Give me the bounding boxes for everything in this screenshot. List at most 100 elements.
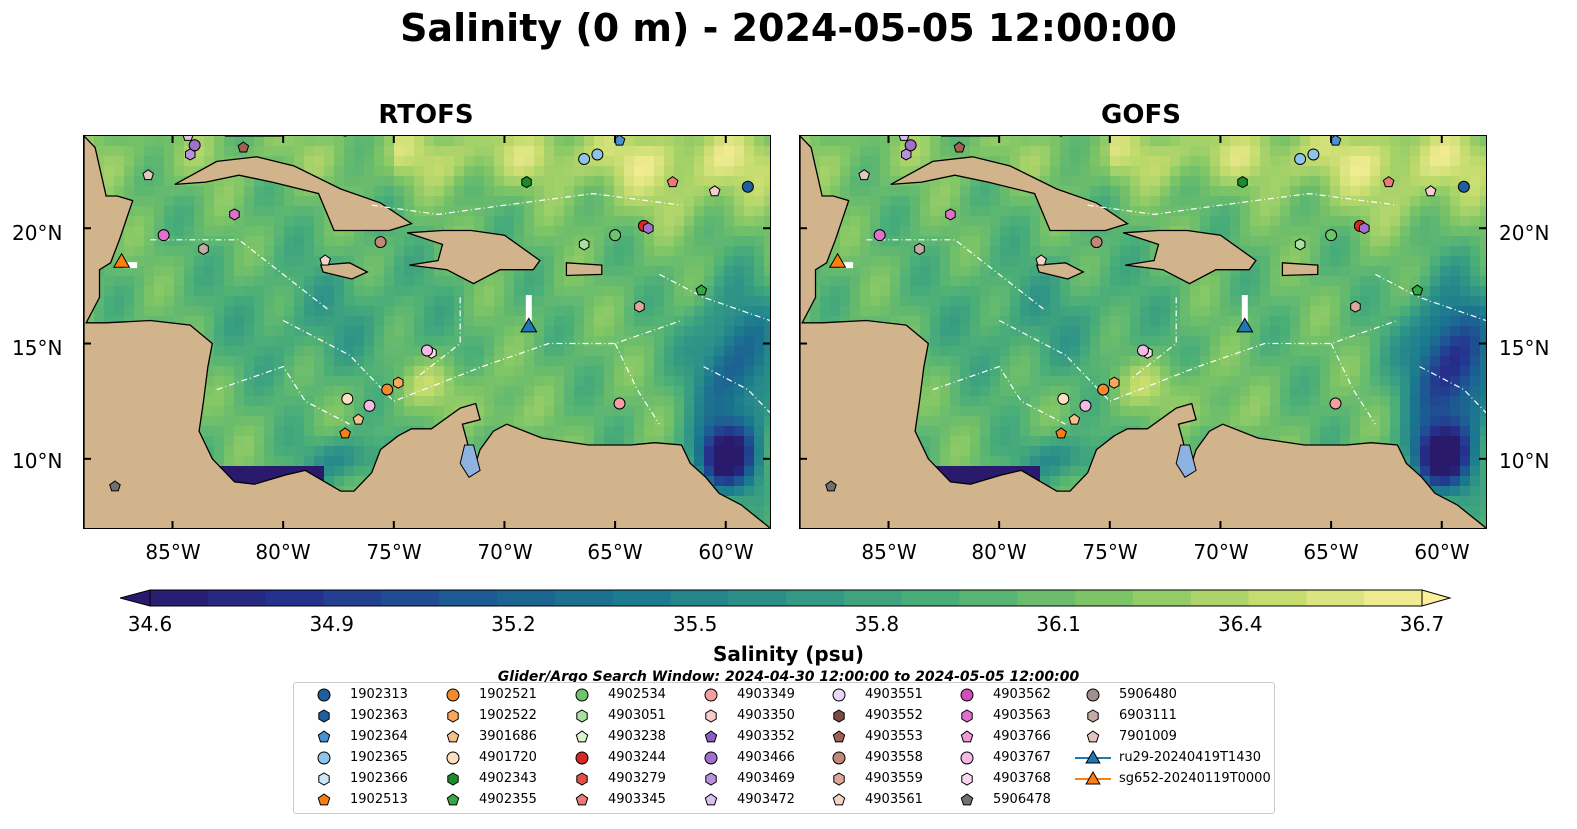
- colorbar-segment: [786, 590, 845, 606]
- colorbar-tick: 34.6: [127, 612, 173, 636]
- legend-marker-glyph: [704, 793, 718, 806]
- colorbar-segment: [612, 590, 671, 606]
- argo-float-marker: [1137, 344, 1149, 357]
- map-canvas: [84, 136, 770, 528]
- lon-tick: 80°W: [255, 540, 311, 564]
- panel-title-gofs: GOFS: [1101, 100, 1181, 130]
- argo-float-marker: [229, 208, 240, 221]
- colorbar-segment: [323, 590, 382, 606]
- legend-marker-glyph: [960, 730, 974, 743]
- argo-float-marker: [188, 139, 201, 152]
- eez-boundary: [150, 239, 328, 310]
- argo-float-marker: [421, 344, 433, 357]
- argo-float-marker: [873, 229, 886, 242]
- lat-tick: 15°N: [12, 336, 63, 360]
- glider-marker: [1236, 317, 1254, 333]
- legend-marker: [960, 688, 974, 702]
- argo-float-marker: [825, 480, 837, 492]
- argo-float-marker: [741, 180, 754, 193]
- legend-marker-glyph: [705, 772, 717, 786]
- argo-float-marker: [339, 427, 351, 439]
- legend-label: 4903350: [737, 708, 795, 723]
- argo-float-marker: [1294, 238, 1306, 251]
- map-panel-gofs: [799, 135, 1487, 529]
- argo-float-marker: [898, 136, 910, 141]
- legend-label: 4903768: [993, 771, 1051, 786]
- legend-marker: [833, 772, 845, 786]
- map-canvas: [800, 136, 1486, 528]
- eez-boundary: [614, 343, 660, 425]
- legend-label: 4903553: [865, 729, 923, 744]
- lon-tick: 60°W: [1414, 540, 1470, 564]
- legend-marker-glyph: [446, 751, 460, 765]
- colorbar-segment: [1248, 590, 1307, 606]
- legend-marker: [960, 730, 974, 743]
- colorbar-extend-min: [120, 589, 151, 607]
- legend-marker: [961, 772, 973, 786]
- eez-boundary: [282, 319, 483, 402]
- colorbar-segment: [1075, 590, 1134, 606]
- colorbar-tick: 35.2: [491, 612, 536, 636]
- legend-marker: [1086, 730, 1100, 743]
- argo-float-marker: [352, 413, 365, 425]
- lake-maracaibo: [459, 444, 481, 478]
- lon-tick: 65°W: [1303, 540, 1359, 564]
- argo-float-marker: [237, 141, 250, 153]
- legend-label: 4903469: [737, 771, 795, 786]
- land-mass: [1035, 262, 1085, 280]
- land-mass: [174, 156, 413, 232]
- figure-title: Salinity (0 m) - 2024-05-05 12:00:00: [400, 6, 1177, 50]
- argo-float-marker: [1329, 397, 1342, 410]
- argo-float-marker: [1457, 180, 1470, 193]
- argo-float-marker: [945, 208, 956, 221]
- search-window-text: Glider/Argo Search Window: 2024-04-30 12…: [497, 669, 1080, 685]
- argo-float-marker: [1307, 148, 1320, 161]
- legend-label: 4901720: [479, 750, 537, 765]
- legend-marker: [832, 688, 846, 702]
- lon-tick: 75°W: [1082, 540, 1138, 564]
- argo-float-marker: [634, 300, 645, 313]
- argo-float-marker: [643, 222, 654, 235]
- lon-tick: 85°W: [861, 540, 917, 564]
- legend-marker: [1075, 750, 1111, 764]
- argo-float-marker: [1325, 229, 1338, 242]
- colorbar-segment: [728, 590, 787, 606]
- legend-label: 7901009: [1119, 729, 1177, 744]
- argo-float-marker: [109, 480, 121, 492]
- land-mass: [84, 136, 770, 528]
- eez-boundary: [659, 273, 770, 322]
- land-mass: [319, 262, 369, 280]
- argo-float-marker: [1350, 300, 1361, 313]
- colorbar-tick: 35.8: [854, 612, 900, 636]
- legend-marker: [1086, 688, 1100, 702]
- legend-marker: [961, 709, 973, 723]
- legend-marker: [705, 709, 717, 723]
- legend-marker: [1075, 771, 1111, 785]
- legend-marker-glyph: [447, 709, 459, 723]
- legend-marker: [317, 751, 331, 765]
- legend-marker: [317, 688, 331, 702]
- legend-marker: [575, 730, 589, 743]
- argo-float-marker: [157, 229, 170, 242]
- legend: 1902313 1902363 1902364 1902365 1902366 19025…: [293, 682, 1275, 814]
- legend-marker-glyph: [1085, 771, 1101, 785]
- legend-marker: [704, 751, 718, 765]
- argo-float-marker: [666, 175, 679, 188]
- legend-marker-glyph: [317, 751, 331, 765]
- argo-float-marker: [1057, 392, 1070, 405]
- argo-float-marker: [591, 148, 604, 161]
- legend-marker-glyph: [446, 793, 460, 806]
- lat-tick: 15°N: [1499, 336, 1550, 360]
- legend-label: 3901686: [479, 729, 537, 744]
- legend-marker: [575, 688, 589, 702]
- argo-float-marker: [1068, 413, 1081, 425]
- argo-float-marker: [1035, 254, 1047, 266]
- colorbar-segment: [207, 590, 267, 606]
- argo-float-marker: [393, 376, 404, 389]
- legend-label: 4903558: [865, 750, 923, 765]
- colorbar-segment: [901, 590, 960, 606]
- legend-marker-glyph: [317, 730, 331, 743]
- legend-marker-glyph: [575, 793, 589, 806]
- legend-marker-glyph: [960, 751, 974, 765]
- argo-float-marker: [182, 136, 194, 141]
